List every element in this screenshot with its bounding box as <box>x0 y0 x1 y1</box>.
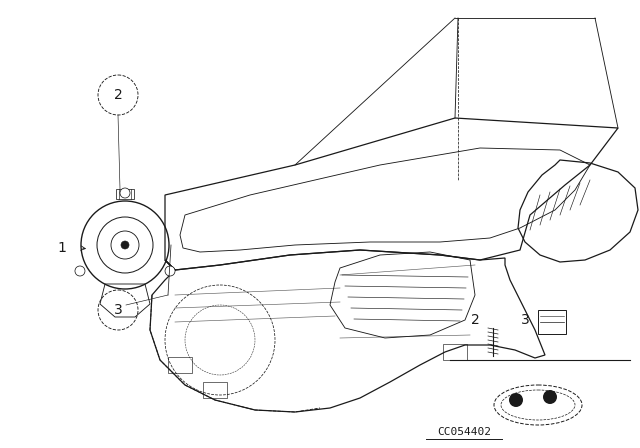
Circle shape <box>120 188 130 198</box>
Bar <box>538 310 566 334</box>
Circle shape <box>543 390 557 404</box>
Bar <box>443 344 467 360</box>
Text: 1: 1 <box>58 241 67 255</box>
Bar <box>203 382 227 398</box>
Circle shape <box>75 266 85 276</box>
Bar <box>116 189 134 199</box>
Text: 2: 2 <box>470 313 479 327</box>
Text: 3: 3 <box>520 313 529 327</box>
Circle shape <box>165 266 175 276</box>
Bar <box>168 357 192 373</box>
Text: 2: 2 <box>114 88 122 102</box>
Circle shape <box>121 241 129 249</box>
Text: 3: 3 <box>114 303 122 317</box>
Circle shape <box>509 393 523 407</box>
Text: CC054402: CC054402 <box>437 427 491 437</box>
